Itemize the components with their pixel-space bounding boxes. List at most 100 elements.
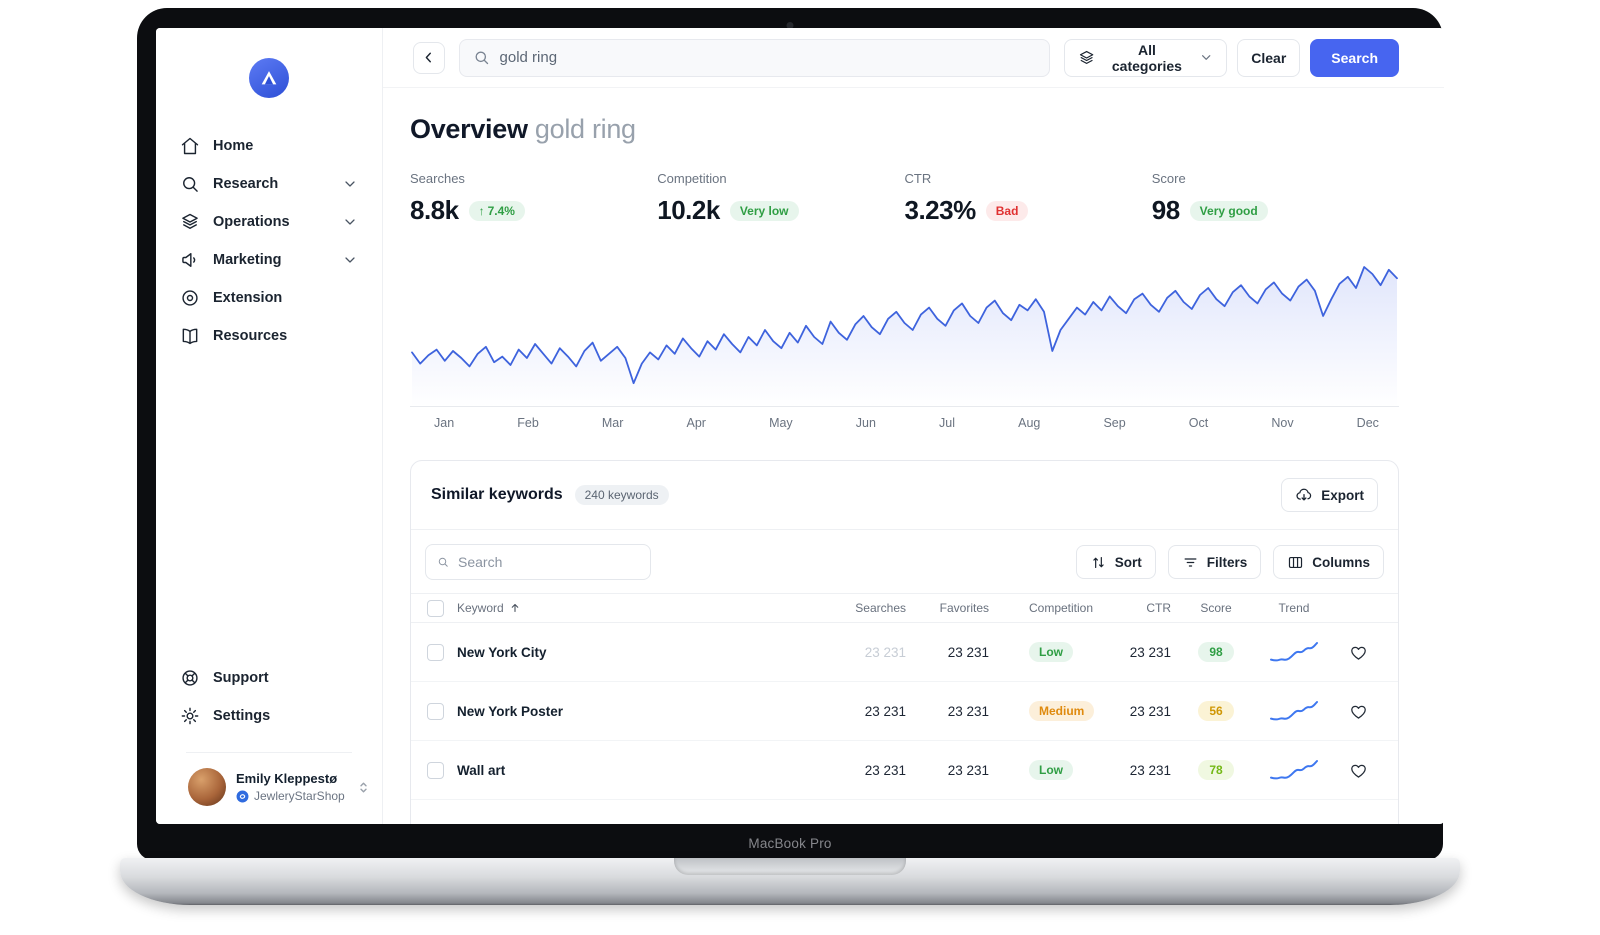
- sort-button[interactable]: Sort: [1075, 545, 1156, 579]
- divider: [186, 752, 352, 753]
- status-badge: Very good: [1189, 200, 1268, 221]
- x-tick: Jun: [855, 416, 876, 430]
- sidebar-item-label: Support: [213, 670, 269, 686]
- layers-icon: [180, 212, 200, 232]
- table-row[interactable]: Wall art 23 231 23 231 Low 23 231 78: [411, 741, 1398, 800]
- row-checkbox[interactable]: [427, 643, 444, 661]
- sidebar-item-home[interactable]: Home: [170, 128, 368, 164]
- keyword-cell: New York Poster: [457, 703, 564, 719]
- stat-value: 10.2k: [657, 195, 720, 225]
- chart-x-axis: Jan Feb Mar Apr May Jun Jul Aug Sep Oct …: [410, 407, 1399, 430]
- table-row[interactable]: New York Poster 23 231 23 231 Medium 23 …: [411, 682, 1398, 741]
- trend-up-icon: ↑: [478, 203, 485, 218]
- trend-sparkline: [1270, 701, 1318, 721]
- searches-cell: 23 231: [864, 703, 906, 719]
- card-header: Similar keywords 240 keywords Export: [411, 461, 1398, 530]
- x-tick: Mar: [601, 416, 624, 430]
- heart-icon[interactable]: [1349, 643, 1368, 662]
- ctr-cell: 23 231: [1129, 762, 1171, 778]
- sidebar-item-resources[interactable]: Resources: [170, 318, 368, 354]
- app-logo[interactable]: [249, 58, 289, 98]
- column-header-searches[interactable]: Searches: [855, 601, 906, 615]
- search-icon: [475, 51, 488, 65]
- lifebuoy-icon: [180, 668, 200, 688]
- filters-button[interactable]: Filters: [1167, 545, 1262, 579]
- keyword-cell: New York City: [457, 644, 547, 660]
- column-header-score[interactable]: Score: [1200, 601, 1232, 615]
- keywords-count-badge: 240 keywords: [574, 485, 669, 505]
- table-row[interactable]: New York City 23 231 23 231 Low 23 231 9…: [411, 623, 1398, 682]
- x-tick: Aug: [1018, 416, 1041, 430]
- table-search-input[interactable]: [458, 554, 639, 570]
- chevron-down-icon: [342, 176, 358, 192]
- book-icon: [180, 326, 200, 346]
- main-panel: All categories Clear Search Overview gol…: [383, 28, 1444, 824]
- sidebar-item-extension[interactable]: Extension: [170, 280, 368, 316]
- status-badge: Very low: [729, 200, 799, 221]
- user-info: Emily Kleppestø JewleryStarShop: [236, 771, 345, 803]
- column-header-competition[interactable]: Competition: [1029, 601, 1094, 615]
- sidebar: Home Research Operations: [156, 28, 383, 824]
- column-header-ctr[interactable]: CTR: [1146, 601, 1171, 615]
- table-toolbar: Sort Filters Columns: [411, 530, 1398, 593]
- chart-line: [411, 266, 1398, 385]
- trend-sparkline: [1270, 760, 1318, 780]
- column-header-favorites[interactable]: Favorites: [939, 601, 989, 615]
- x-tick: Feb: [517, 416, 539, 430]
- export-button[interactable]: Export: [1281, 478, 1378, 512]
- stat-competition: Competition 10.2k Very low: [657, 171, 904, 226]
- avatar: [188, 768, 226, 806]
- user-menu[interactable]: Emily Kleppestø JewleryStarShop: [170, 755, 368, 810]
- shop-name: JewleryStarShop: [254, 789, 345, 804]
- table-search-box[interactable]: [425, 544, 651, 580]
- gear-icon: [180, 706, 200, 726]
- cloud-download-icon: [1296, 488, 1312, 501]
- sort-asc-icon: [511, 603, 518, 613]
- page-title-keyword: gold ring: [534, 114, 636, 144]
- competition-badge: Low: [1029, 760, 1073, 780]
- score-badge: 78: [1198, 760, 1234, 780]
- sidebar-item-research[interactable]: Research: [170, 166, 368, 202]
- x-tick: Jan: [434, 416, 455, 430]
- keyword-search-input[interactable]: [499, 49, 1036, 66]
- categories-dropdown[interactable]: All categories: [1063, 38, 1228, 77]
- columns-button[interactable]: Columns: [1273, 545, 1384, 579]
- laptop-base: [120, 858, 1460, 905]
- favorites-cell: 23 231: [947, 644, 989, 660]
- sidebar-item-marketing[interactable]: Marketing: [170, 242, 368, 278]
- heart-icon[interactable]: [1349, 761, 1368, 780]
- competition-cell: Low: [989, 760, 1101, 780]
- sort-icon: [1093, 556, 1104, 568]
- row-checkbox[interactable]: [427, 702, 444, 720]
- x-tick: Nov: [1271, 416, 1294, 430]
- logo-triangle-icon: [261, 71, 277, 85]
- sidebar-item-support[interactable]: Support: [170, 660, 368, 696]
- stat-ctr: CTR 3.23% Bad: [905, 171, 1152, 226]
- search-icon: [438, 557, 448, 567]
- stat-value: 3.23%: [904, 195, 977, 225]
- clear-button[interactable]: Clear: [1237, 38, 1301, 77]
- stats-row: Searches 8.8k ↑ 7.4% Competition 10.2k Ve…: [410, 171, 1399, 226]
- favorite-cell: [1327, 643, 1390, 662]
- x-tick: May: [769, 416, 793, 430]
- ctr-cell: 23 231: [1129, 703, 1171, 719]
- score-badge: 56: [1198, 701, 1234, 721]
- search-button[interactable]: Search: [1310, 38, 1399, 77]
- competition-cell: Low: [989, 642, 1101, 662]
- x-tick: Apr: [686, 416, 706, 430]
- heart-icon[interactable]: [1349, 702, 1368, 721]
- back-button[interactable]: [413, 41, 445, 74]
- sidebar-item-settings[interactable]: Settings: [170, 698, 368, 734]
- sidebar-nav: Home Research Operations: [156, 128, 382, 354]
- column-header-trend[interactable]: Trend: [1278, 601, 1310, 615]
- sidebar-item-operations[interactable]: Operations: [170, 204, 368, 240]
- trend-cell: [1261, 757, 1327, 783]
- app-window: Home Research Operations: [156, 28, 1444, 824]
- row-checkbox[interactable]: [427, 761, 444, 779]
- select-all-checkbox[interactable]: [427, 599, 444, 617]
- competition-badge: Medium: [1029, 701, 1095, 721]
- column-header-keyword[interactable]: Keyword: [457, 601, 821, 615]
- keyword-search-bar[interactable]: [458, 38, 1050, 77]
- favorite-cell: [1327, 702, 1390, 721]
